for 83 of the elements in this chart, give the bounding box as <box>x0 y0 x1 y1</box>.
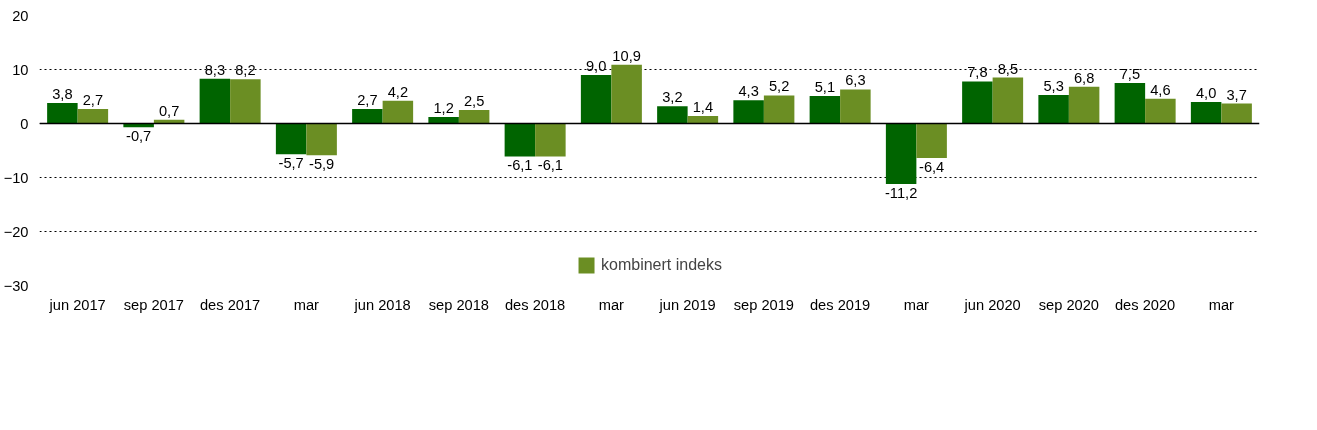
data-label: 8,2 <box>235 62 256 79</box>
x-tick-label: des 2017 <box>199 296 261 313</box>
x-tick-label: mar <box>903 296 930 313</box>
data-label: -5,9 <box>309 156 335 173</box>
x-tick-label: jun 2018 <box>353 296 411 313</box>
bar <box>1145 98 1176 124</box>
data-label: 3,8 <box>52 85 73 102</box>
data-label: 4,0 <box>1195 84 1217 101</box>
bar <box>382 100 414 124</box>
bar <box>885 123 917 184</box>
data-label: -11,2 <box>884 184 918 201</box>
bar <box>763 95 795 124</box>
bar <box>809 95 841 124</box>
bar <box>962 81 993 124</box>
bar <box>535 123 566 157</box>
bar <box>504 123 536 157</box>
y-tick-label: 10 <box>12 61 29 78</box>
data-label: 6,3 <box>845 72 866 89</box>
data-label: 9,0 <box>585 57 607 74</box>
data-label: 3,2 <box>662 89 683 106</box>
x-tick-label: sep 2017 <box>123 296 185 313</box>
x-tick-label: sep 2020 <box>1038 296 1100 313</box>
bar <box>199 78 231 124</box>
bar <box>916 123 947 159</box>
data-label: 4,6 <box>1150 81 1171 98</box>
bar <box>458 110 490 124</box>
data-label: 5,2 <box>768 78 790 95</box>
y-tick-label: −20 <box>3 223 29 240</box>
y-tick-label: 0 <box>20 115 29 132</box>
bar <box>992 77 1024 124</box>
data-label: 1,2 <box>433 100 454 117</box>
bar <box>1221 103 1252 124</box>
bar <box>1068 86 1100 124</box>
bar <box>1114 83 1146 124</box>
data-label: 2,5 <box>463 93 485 109</box>
legend-label: kombinert indeks <box>601 256 722 274</box>
x-tick-label: des 2020 <box>1114 296 1176 313</box>
data-label: -0,7 <box>126 128 152 145</box>
data-label: 5,3 <box>1043 77 1064 94</box>
data-label: 6,8 <box>1073 69 1095 86</box>
data-label: 7,8 <box>967 64 988 81</box>
bar <box>77 108 109 124</box>
bar <box>275 123 307 155</box>
data-label: -6,1 <box>537 157 564 174</box>
bar <box>657 106 688 124</box>
data-label: 1,4 <box>692 98 714 115</box>
data-label: 8,5 <box>997 60 1019 77</box>
x-tick-label: jun 2017 <box>48 296 106 313</box>
data-label: 2,7 <box>82 91 104 108</box>
data-label: 3,7 <box>1226 86 1247 103</box>
data-label: -5,7 <box>278 155 304 172</box>
x-tick-label: mar <box>598 296 625 313</box>
data-label: 8,3 <box>204 61 226 78</box>
bar <box>1038 94 1069 124</box>
bar <box>306 123 337 156</box>
data-label: 4,2 <box>387 83 409 100</box>
data-label: 5,1 <box>814 78 836 95</box>
x-tick-label: sep 2018 <box>428 296 490 313</box>
data-label: -6,1 <box>507 157 533 174</box>
bar <box>580 74 612 124</box>
x-tick-label: des 2018 <box>504 296 566 313</box>
x-tick-label: sep 2019 <box>733 296 795 313</box>
bar <box>352 108 383 124</box>
y-tick-label: −30 <box>3 277 29 294</box>
bar <box>47 102 78 124</box>
x-tick-label: des 2019 <box>809 296 871 313</box>
data-label: 7,5 <box>1119 66 1141 82</box>
data-label: -6,4 <box>919 159 945 176</box>
bar <box>230 79 261 124</box>
data-label: 4,3 <box>738 83 759 100</box>
bar <box>733 100 764 124</box>
y-tick-label: 20 <box>12 7 29 24</box>
data-label: 10,9 <box>612 47 641 64</box>
data-label: 2,7 <box>357 91 378 108</box>
x-tick-label: jun 2020 <box>963 296 1021 313</box>
y-tick-label: −10 <box>3 169 29 186</box>
bar <box>840 89 871 124</box>
data-label: 0,7 <box>158 102 180 119</box>
x-tick-label: mar <box>1208 296 1235 313</box>
bar <box>1190 101 1222 124</box>
bar <box>611 64 642 124</box>
x-tick-label: mar <box>293 296 320 313</box>
x-tick-label: jun 2019 <box>658 296 716 313</box>
